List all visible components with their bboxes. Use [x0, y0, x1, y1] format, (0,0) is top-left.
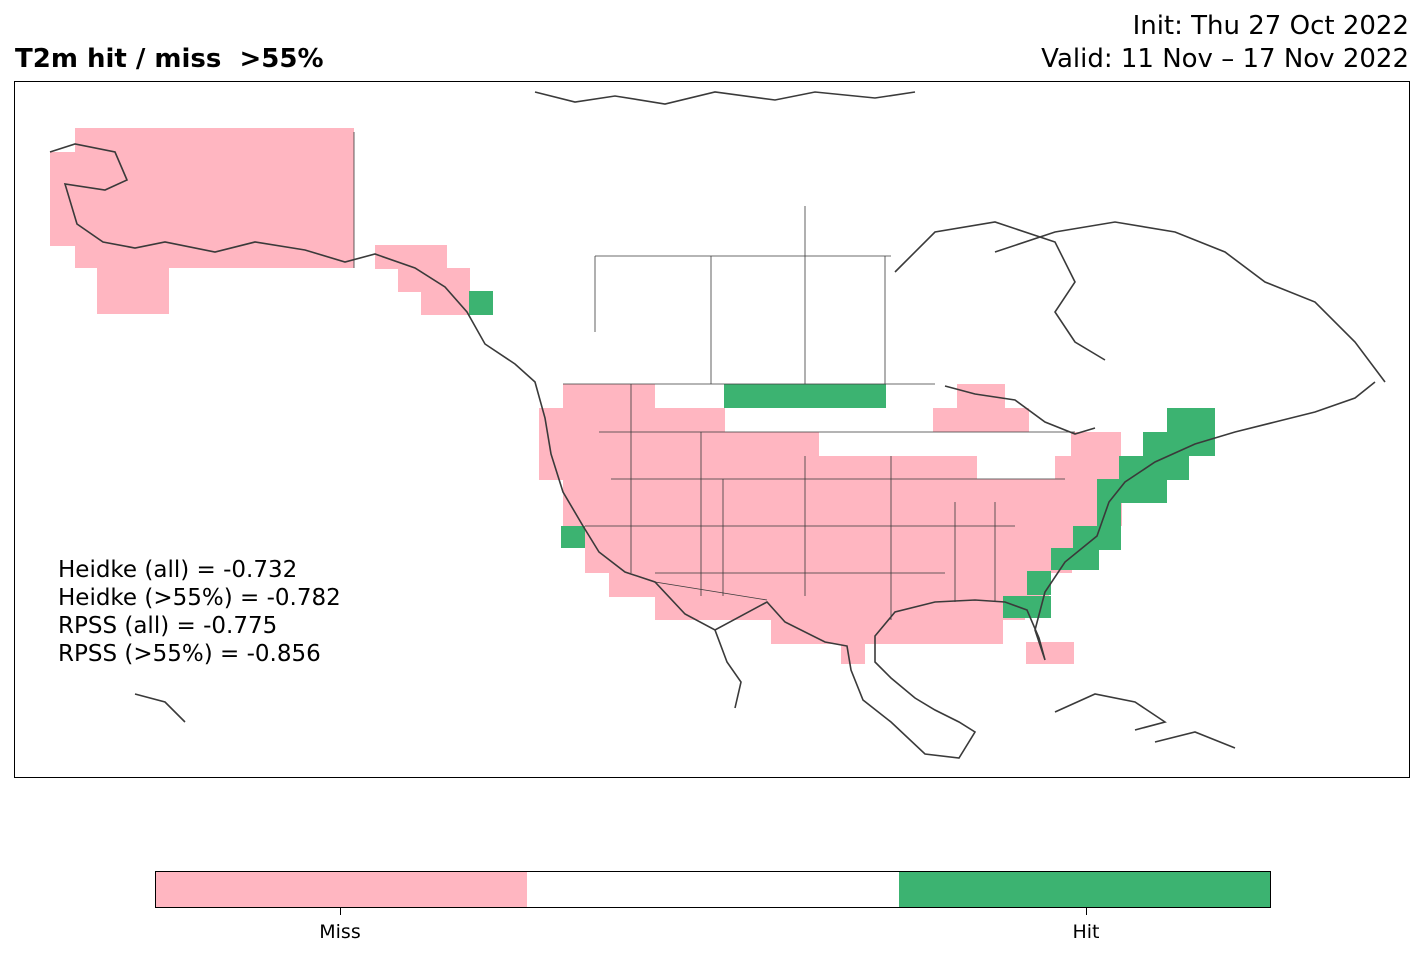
colorbar-tick-hit [1086, 908, 1087, 915]
hit-cell-maine [1167, 408, 1215, 432]
miss-cell-alaska-west [50, 152, 80, 246]
score-rpss-all: RPSS (all) = -0.775 [58, 613, 278, 639]
political-borders [353, 132, 1075, 620]
hit-cell-california [561, 526, 585, 548]
miss-cell-row [563, 502, 1122, 526]
hit-cells [469, 291, 1215, 618]
miss-cell-alaska-peninsula [97, 268, 169, 314]
miss-cell-alaska [75, 128, 354, 268]
hit-cell-northern-plains [724, 384, 886, 408]
miss-cell-texas [818, 620, 888, 642]
score-rpss-55: RPSS (>55%) = -0.856 [58, 641, 321, 667]
coastline-great-lakes [944, 385, 1096, 435]
colorbar-none [527, 872, 899, 907]
colorbar-miss [156, 872, 528, 907]
coastline-arctic [534, 91, 916, 105]
colorbar-tick-miss [340, 908, 341, 915]
forecast-dates: Init: Thu 27 Oct 2022 Valid: 11 Nov – 17… [1041, 10, 1409, 76]
hit-cell-new-england [1143, 432, 1215, 456]
miss-cell-panhandle [375, 245, 447, 269]
miss-cells [50, 128, 1122, 664]
miss-cell-row [585, 526, 1105, 550]
init-date: Init: Thu 27 Oct 2022 [1132, 11, 1409, 41]
map-canvas [49, 91, 1386, 759]
miss-cell-ny [1055, 456, 1121, 480]
miss-cell-row [585, 549, 1072, 573]
border-states [585, 431, 1075, 574]
hit-cell-mid-atlantic [1097, 479, 1167, 503]
hit-cell-georgia [1027, 571, 1051, 595]
colorbar-hit [898, 872, 1270, 907]
miss-cell-wa [563, 384, 655, 408]
colorbar-label-hit: Hit [1072, 921, 1100, 943]
miss-cell-michigan [957, 384, 1005, 408]
skill-scores: Heidke (all) = -0.732 Heidke (>55%) = -0… [58, 556, 341, 668]
map-panel: Heidke (all) = -0.732 Heidke (>55%) = -0… [14, 81, 1410, 778]
coastline-hudson-bay [894, 221, 1106, 361]
coastline-labrador [994, 221, 1386, 383]
miss-cell-michigan [933, 408, 1029, 432]
border-provinces [594, 206, 886, 384]
miss-cell-ny [1071, 432, 1121, 456]
score-heidke-55: Heidke (>55%) = -0.782 [58, 585, 341, 611]
coastlines [49, 91, 1386, 759]
coastline-hispaniola [1154, 731, 1236, 749]
miss-cell-mt [679, 408, 725, 432]
border-states-vertical [630, 384, 996, 620]
legend-colorbar [155, 871, 1271, 908]
coastline-main [49, 143, 1376, 759]
miss-cell-row [609, 573, 1049, 597]
colorbar-label-miss: Miss [319, 921, 361, 943]
coastline-cuba [1054, 693, 1167, 731]
miss-cell-florida [1026, 642, 1074, 664]
score-heidke-all: Heidke (all) = -0.732 [58, 557, 298, 583]
map-title: T2m hit / miss >55% [15, 44, 324, 74]
hit-cell-mid-atlantic [1097, 502, 1121, 526]
hit-cell-carolina [1051, 548, 1099, 570]
miss-cell-or-mt [539, 432, 819, 456]
miss-cell-row [563, 479, 1122, 503]
miss-cell-panhandle [421, 291, 469, 315]
miss-cell-west-row [539, 456, 977, 480]
hit-cell-panhandle [469, 291, 493, 315]
coastline-baja [714, 629, 742, 709]
valid-date: Valid: 11 Nov – 17 Nov 2022 [1041, 44, 1409, 74]
coastline-hawaii [134, 693, 186, 723]
border-us-mexico [654, 581, 768, 601]
hit-cell-new-england [1119, 456, 1189, 480]
miss-cell-nd [783, 432, 817, 456]
